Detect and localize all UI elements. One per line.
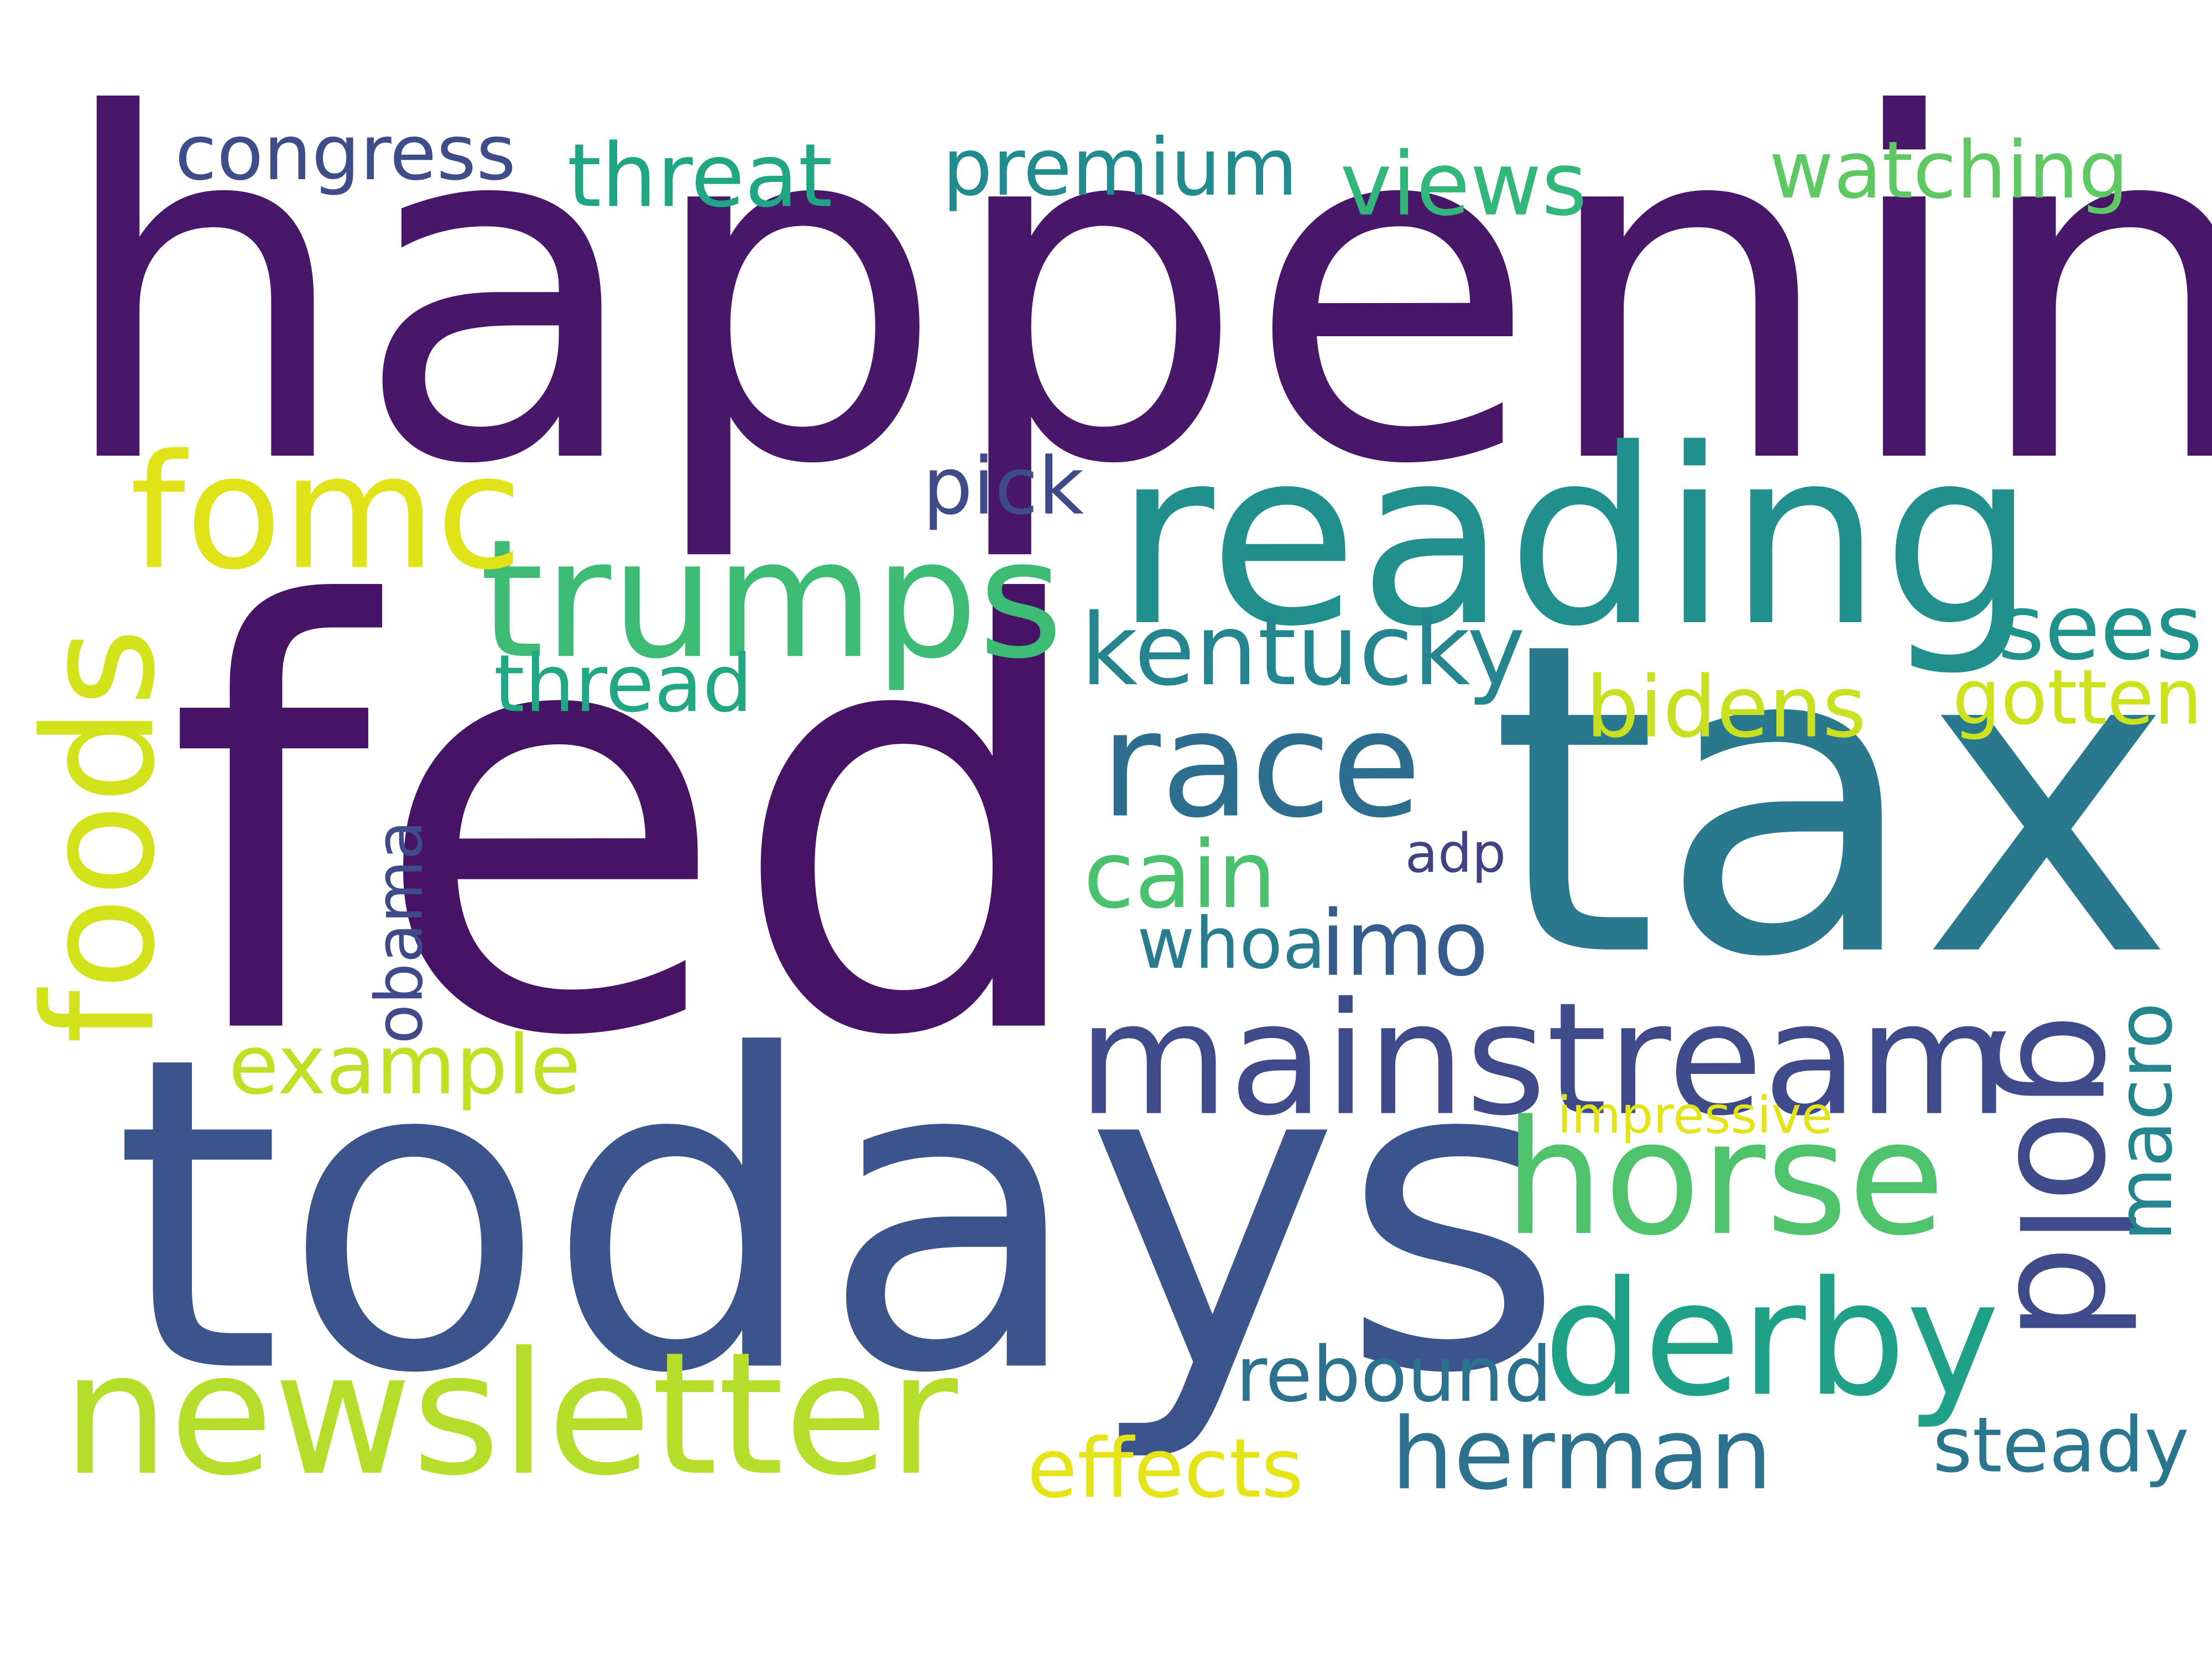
- word-fed: fed: [166, 488, 1098, 1164]
- word-premium: premium: [942, 122, 1298, 215]
- word-obama: obama: [361, 820, 437, 1044]
- word-race: race: [1100, 679, 1422, 851]
- word-macro: macro: [2100, 1002, 2190, 1241]
- word-cain: cain: [1083, 821, 1277, 930]
- word-effects: effects: [1027, 1420, 1304, 1517]
- word-fomc: fomc: [129, 421, 523, 606]
- word-impressive: impressive: [1557, 1087, 1833, 1146]
- word-imo: imo: [1320, 893, 1489, 998]
- word-threat: threat: [567, 124, 833, 227]
- word-mainstream: mainstream: [1077, 969, 2010, 1150]
- word-example: example: [228, 1017, 581, 1113]
- word-congress: congress: [175, 108, 516, 198]
- word-trumps: trumps: [479, 505, 1063, 696]
- word-reading: reading: [1114, 396, 2036, 680]
- word-bidens: bidens: [1585, 659, 1867, 758]
- word-tax: tax: [1489, 551, 2175, 1051]
- word-happening: happening: [53, 17, 2212, 569]
- word-gotten: gotten: [1952, 653, 2203, 742]
- word-pick: pick: [922, 441, 1084, 534]
- word-todays: todays: [113, 966, 1566, 1469]
- word-horse: horse: [1504, 1087, 1945, 1271]
- word-sees: sees: [1997, 577, 2203, 682]
- word-herman: herman: [1391, 1396, 1773, 1512]
- word-thread: thread: [493, 639, 753, 731]
- word-rebound: rebound: [1235, 1330, 1552, 1420]
- word-adp: adp: [1405, 822, 1506, 885]
- word-kentucky: kentucky: [1081, 592, 1526, 708]
- word-watching: watching: [1768, 126, 2129, 217]
- word-whoa: whoa: [1137, 902, 1326, 985]
- word-derby: derby: [1543, 1248, 2000, 1432]
- word-views: views: [1340, 132, 1588, 236]
- word-steady: steady: [1932, 1401, 2189, 1490]
- word-foods: foods: [12, 628, 189, 1044]
- word-newsletter: newsletter: [62, 1317, 958, 1514]
